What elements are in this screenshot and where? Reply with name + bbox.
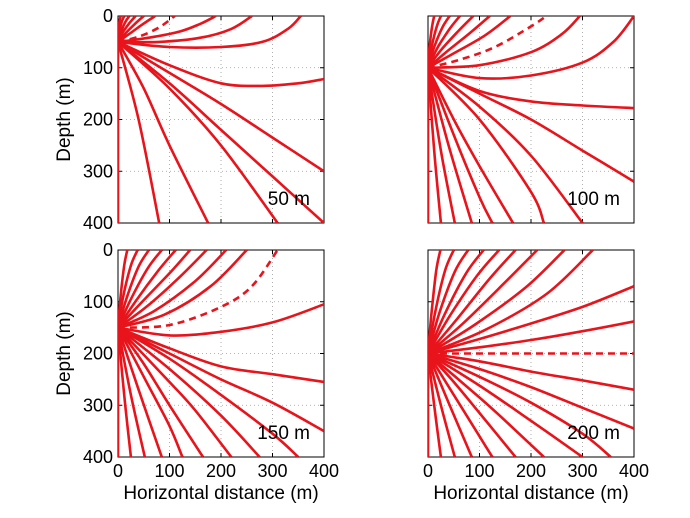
ray-path <box>118 250 208 329</box>
source-depth-label: 100 m <box>567 189 620 210</box>
x-tick-label: 300 <box>567 461 597 481</box>
source-depth-label: 200 m <box>567 423 620 444</box>
ray-path <box>118 16 217 44</box>
ray-path <box>428 352 584 457</box>
ray-path <box>428 320 634 355</box>
ray-path <box>428 352 517 457</box>
y-tick-label: 0 <box>103 6 113 26</box>
ray-path <box>428 16 461 69</box>
y-tick-label: 300 <box>83 161 113 181</box>
ray-path <box>118 16 156 43</box>
ray-path <box>428 67 457 223</box>
ray-path <box>118 326 324 433</box>
ray-path <box>118 250 151 328</box>
y-axis-label: Depth (m) <box>54 77 75 161</box>
panel-source-50m: 0 100 200 300 400 Depth (m) 50 m <box>54 6 325 233</box>
x-tick-label: 200 <box>516 461 546 481</box>
ray-path <box>118 326 261 457</box>
x-tick-label: 100 <box>154 461 184 481</box>
ray-path <box>428 250 442 354</box>
y-tick-label: 200 <box>83 344 113 364</box>
x-tick-label: 400 <box>309 461 339 481</box>
ray-path <box>428 250 566 355</box>
y-tick-label: 200 <box>83 110 113 130</box>
x-tick-label: 300 <box>257 461 287 481</box>
ray-path <box>428 250 501 355</box>
ray-path <box>428 67 515 223</box>
source-depth-label: 50 m <box>268 189 310 210</box>
ray-path <box>118 326 324 384</box>
x-axis-label: Horizontal distance (m) <box>123 483 318 504</box>
y-tick-label: 400 <box>83 213 113 233</box>
ray-path <box>428 16 451 69</box>
ray-path <box>118 40 324 88</box>
ray-path <box>118 40 324 173</box>
ray-path <box>428 16 491 69</box>
y-tick-label: 100 <box>83 292 113 312</box>
ray-path <box>118 326 300 457</box>
ray-path <box>428 16 512 69</box>
ray-path <box>118 41 161 223</box>
ray-path <box>428 16 581 70</box>
ray-path <box>118 326 184 457</box>
y-tick-label: 0 <box>103 240 113 260</box>
ray-path <box>428 352 612 457</box>
ray-path <box>428 66 634 183</box>
ray-path <box>428 66 546 223</box>
ray-path <box>428 352 494 457</box>
panel-source-100m: 100 m <box>427 15 635 224</box>
x-tick-label: 0 <box>113 461 123 481</box>
ray-path <box>428 250 594 355</box>
ray-path <box>428 16 634 80</box>
ray-path <box>428 353 457 457</box>
ray-path <box>118 326 233 457</box>
ray-path <box>118 250 192 329</box>
ray-path <box>428 353 443 457</box>
ray-path-dashed <box>118 16 176 44</box>
ray-path <box>428 67 474 223</box>
ray-path <box>428 67 494 223</box>
ray-path <box>428 66 584 223</box>
ray-path <box>118 250 177 329</box>
ray-path <box>428 250 485 354</box>
ray-path <box>428 284 634 355</box>
ray-path <box>118 250 163 329</box>
ray-path <box>428 250 455 354</box>
x-tick-label: 200 <box>206 461 236 481</box>
y-tick-label: 400 <box>83 447 113 467</box>
ray-path <box>428 353 473 457</box>
ray-path <box>118 16 253 44</box>
ray-path <box>118 326 205 457</box>
x-tick-label: 400 <box>619 461 649 481</box>
ray-path <box>428 352 634 391</box>
ray-path <box>118 303 324 337</box>
ray-path <box>118 250 228 329</box>
source-depth-label: 150 m <box>257 423 310 444</box>
ray-path <box>118 250 248 329</box>
ray-path <box>118 16 302 49</box>
x-tick-label: 0 <box>423 461 433 481</box>
ray-path <box>118 40 279 223</box>
y-axis-label: Depth (m) <box>54 311 75 395</box>
ray-path <box>428 352 545 457</box>
ray-path <box>428 352 634 430</box>
ray-path <box>428 250 517 355</box>
ray-path <box>428 16 475 69</box>
x-tick-label: 100 <box>464 461 494 481</box>
ray-path <box>118 41 210 223</box>
x-axis-label: Horizontal distance (m) <box>433 483 628 504</box>
ray-path <box>118 40 324 223</box>
y-tick-label: 300 <box>83 395 113 415</box>
ray-path <box>118 250 139 328</box>
ray-path <box>118 327 147 457</box>
ray-path <box>118 327 164 457</box>
ray-path-dashed <box>118 250 279 329</box>
ray-path <box>428 250 539 355</box>
y-tick-label: 100 <box>83 58 113 78</box>
ray-path <box>428 250 470 354</box>
